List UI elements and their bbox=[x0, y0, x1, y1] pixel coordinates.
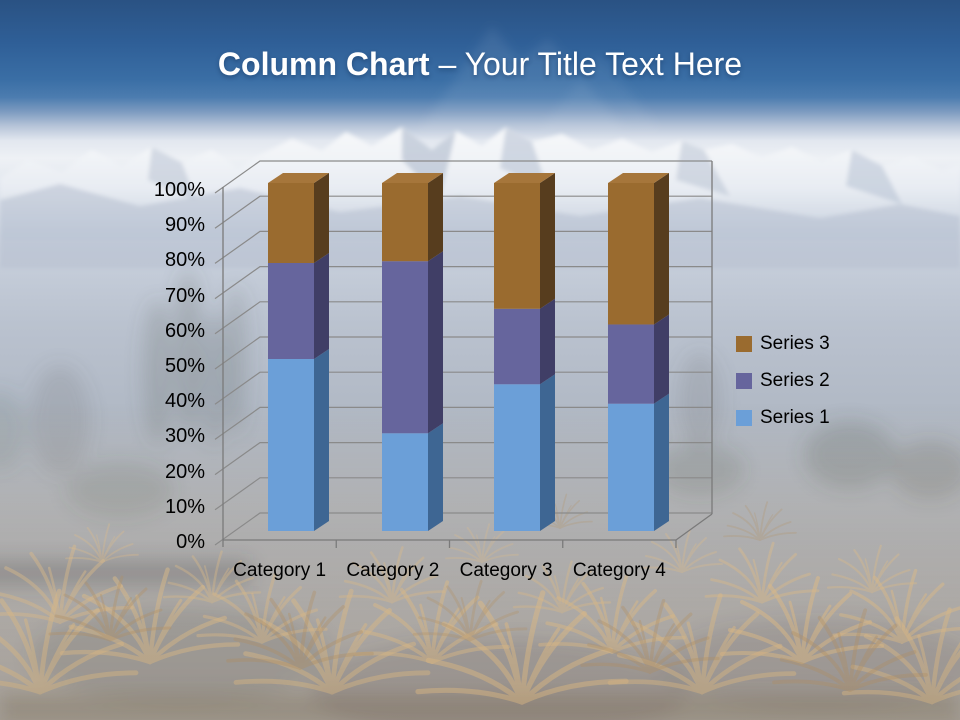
legend-label: Series 2 bbox=[760, 369, 830, 391]
legend-item: Series 1 bbox=[736, 407, 830, 428]
segment-front-series-2 bbox=[608, 324, 654, 404]
segment-front-series-2 bbox=[268, 263, 314, 359]
slide-title-rest: – Your Title Text Here bbox=[438, 46, 743, 82]
segment-front-series-1 bbox=[608, 403, 654, 531]
slide-title: Column Chart – Your Title Text Here bbox=[0, 40, 960, 88]
legend-swatch-icon bbox=[736, 409, 752, 426]
segment-side-series-3 bbox=[314, 173, 329, 263]
gridline bbox=[214, 160, 712, 194]
slide-title-bold: Column Chart bbox=[217, 46, 430, 82]
gridline bbox=[214, 371, 712, 405]
segment-top-series-3 bbox=[268, 173, 329, 183]
legend-label: Series 3 bbox=[760, 332, 830, 354]
gridline bbox=[214, 442, 712, 476]
legend-swatch-icon bbox=[736, 372, 752, 389]
gridlines bbox=[214, 160, 712, 546]
column-3 bbox=[494, 173, 555, 531]
axis-frame bbox=[222, 161, 713, 548]
segment-side-series-1 bbox=[314, 349, 329, 531]
grass-foreground bbox=[0, 493, 960, 720]
gridline bbox=[214, 266, 712, 300]
tree-silhouettes bbox=[0, 270, 960, 518]
segment-side-series-1 bbox=[540, 374, 555, 531]
gridline bbox=[214, 512, 712, 546]
segment-side-series-2 bbox=[314, 253, 329, 359]
column-4 bbox=[608, 173, 669, 531]
legend-item: Series 2 bbox=[736, 370, 830, 391]
gridline bbox=[214, 336, 712, 370]
chart-legend: Series 3 Series 2 Series 1 bbox=[736, 333, 830, 444]
segment-front-series-2 bbox=[494, 308, 540, 385]
legend-item: Series 3 bbox=[736, 333, 830, 354]
segment-top-series-3 bbox=[494, 173, 555, 183]
legend-swatch-icon bbox=[736, 335, 752, 352]
segment-side-series-2 bbox=[654, 314, 669, 404]
gridline bbox=[214, 477, 712, 511]
segment-front-series-3 bbox=[382, 183, 428, 262]
columns bbox=[268, 173, 669, 531]
segment-side-series-3 bbox=[428, 173, 443, 262]
segment-front-series-1 bbox=[494, 384, 540, 531]
segment-top-series-3 bbox=[382, 173, 443, 183]
segment-front-series-3 bbox=[268, 183, 314, 263]
segment-side-series-1 bbox=[428, 423, 443, 531]
mountain-range bbox=[0, 127, 960, 268]
column-1 bbox=[268, 173, 329, 531]
segment-side-series-2 bbox=[540, 298, 555, 385]
segment-front-series-3 bbox=[608, 183, 654, 325]
gridline bbox=[214, 301, 712, 335]
legend-label: Series 1 bbox=[760, 406, 830, 428]
segment-side-series-3 bbox=[654, 173, 669, 325]
segment-front-series-2 bbox=[382, 261, 428, 434]
segment-front-series-1 bbox=[268, 359, 314, 531]
header-ghost-peak bbox=[420, 26, 660, 130]
segment-front-series-3 bbox=[494, 183, 540, 309]
gridline bbox=[214, 230, 712, 264]
gridline bbox=[214, 195, 712, 229]
segment-side-series-3 bbox=[540, 173, 555, 309]
segment-side-series-1 bbox=[654, 393, 669, 531]
segment-side-series-2 bbox=[428, 251, 443, 434]
gridline bbox=[214, 406, 712, 440]
segment-front-series-1 bbox=[382, 433, 428, 531]
segment-top-series-3 bbox=[608, 173, 669, 183]
column-2 bbox=[382, 173, 443, 531]
